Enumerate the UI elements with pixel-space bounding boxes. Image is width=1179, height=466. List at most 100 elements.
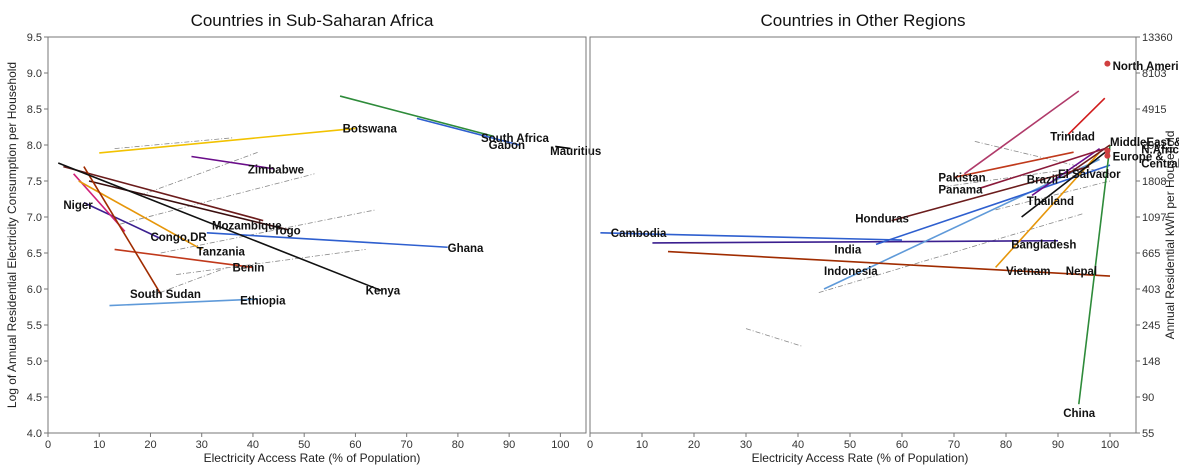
- series-line-ethiopia: [109, 298, 259, 307]
- point-middleeast-n-africa: [1104, 147, 1111, 154]
- x-tick-label: 70: [948, 439, 960, 451]
- left-x-axis-label: Electricity Access Rate (% of Population…: [204, 451, 421, 465]
- country-label: North America: [1113, 61, 1179, 73]
- left-y-axis-label: Log of Annual Residential Electricity Co…: [5, 62, 19, 408]
- left-chart-title: Countries in Sub-Saharan Africa: [191, 11, 434, 30]
- y-right-tick-label: 148: [1142, 356, 1160, 368]
- y-tick-label: 5.5: [27, 320, 42, 332]
- trend-guide-line: [114, 137, 233, 149]
- series-line-pakistan: [953, 151, 1074, 179]
- country-label: Honduras: [855, 213, 909, 225]
- series-line-trinidad: [963, 90, 1080, 175]
- series-line-china: [1078, 144, 1111, 405]
- country-label: Niger: [63, 200, 93, 212]
- y-tick-label: 6.5: [27, 248, 42, 260]
- x-tick-label: 80: [1000, 439, 1012, 451]
- y-right-tick-label: 1808: [1142, 176, 1166, 188]
- trend-guide-line: [140, 151, 259, 196]
- y-tick-label: 8.0: [27, 140, 42, 152]
- series-line-thailand: [1021, 147, 1111, 218]
- country-label: Central Asia: [1141, 159, 1179, 171]
- country-label: Benin: [232, 262, 264, 274]
- series-line-mozambique: [63, 165, 264, 222]
- series-line-nepal: [667, 250, 1111, 277]
- x-tick-label: 70: [401, 439, 413, 451]
- left-series: [57, 95, 571, 307]
- series-line-india: [652, 239, 1059, 244]
- country-label: Mauritius: [550, 146, 601, 158]
- country-label: Zimbabwe: [248, 164, 304, 176]
- country-label: El Salvador: [1058, 169, 1121, 181]
- x-tick-label: 90: [503, 439, 515, 451]
- country-label: Nepal: [1066, 266, 1097, 278]
- series-line-el-salvador: [1031, 147, 1101, 197]
- country-label: Tanzania: [197, 247, 246, 259]
- series-line-benin: [114, 248, 254, 269]
- y-tick-label: 8.5: [27, 104, 42, 116]
- x-tick-label: 10: [93, 439, 105, 451]
- right-chart-title: Countries in Other Regions: [760, 11, 965, 30]
- x-tick-label: 20: [144, 439, 156, 451]
- x-tick-label: 10: [636, 439, 648, 451]
- y-tick-label: 7.5: [27, 176, 42, 188]
- y-right-tick-label: 55: [1142, 428, 1154, 440]
- y-right-tick-label: 4915: [1142, 104, 1166, 116]
- country-label: Kenya: [366, 285, 401, 297]
- left-plot-frame: [47, 36, 587, 434]
- x-tick-label: 100: [551, 439, 569, 451]
- series-line-mauritius: [555, 145, 571, 150]
- right-ticks: 0 10 20 30 40 50 60 70 80 90 100 55 90 148 245 403 665 10…: [587, 32, 1173, 451]
- country-label: Gabon: [489, 140, 525, 152]
- trend-guide-line: [745, 328, 804, 347]
- trend-guide-line: [160, 209, 377, 254]
- country-label: N.Africa: [1141, 144, 1179, 156]
- x-tick-label: 80: [452, 439, 464, 451]
- country-label: China: [1063, 408, 1096, 420]
- series-line-gabon: [339, 95, 494, 138]
- x-tick-label: 60: [896, 439, 908, 451]
- x-tick-label: 50: [844, 439, 856, 451]
- y-right-tick-label: 13360: [1142, 32, 1173, 44]
- trend-guide-line: [150, 267, 228, 297]
- country-label: Ethiopia: [240, 296, 286, 308]
- series-line-middleeast-n-africa: [1067, 97, 1106, 135]
- x-tick-label: 60: [349, 439, 361, 451]
- country-label: Mozambique: [212, 221, 282, 233]
- series-line-south-africa: [416, 117, 520, 146]
- series-line-panama: [979, 147, 1106, 189]
- series-line-cambodia: [600, 232, 903, 241]
- x-tick-label: 30: [196, 439, 208, 451]
- series-line-botswana: [99, 127, 356, 154]
- y-right-tick-label: 90: [1142, 392, 1154, 404]
- country-label: Trinidad: [1050, 131, 1095, 143]
- series-line-south-sudan: [83, 166, 162, 295]
- country-label: Cambodia: [611, 228, 667, 240]
- series-line-niger: [83, 201, 162, 240]
- y-right-tick-label: 245: [1142, 320, 1160, 332]
- trend-guide-line: [974, 141, 1111, 175]
- y-right-tick-label: 1097: [1142, 212, 1166, 224]
- y-right-tick-label: 2981: [1142, 140, 1166, 152]
- x-tick-label: 20: [688, 439, 700, 451]
- country-label: Ghana: [448, 243, 484, 255]
- series-line-brazil: [1062, 144, 1111, 179]
- right-panel-other-regions: Countries in Other Regions Electricity A…: [587, 11, 1179, 465]
- series-line-ghana: [206, 232, 448, 249]
- country-label: Botswana: [343, 123, 398, 135]
- y-tick-label: 9.5: [27, 32, 42, 44]
- x-tick-label: 40: [247, 439, 259, 451]
- x-tick-label: 0: [45, 439, 51, 451]
- series-line-vietnam: [995, 151, 1101, 268]
- right-series: [600, 60, 1111, 405]
- country-label: South Africa: [481, 133, 550, 145]
- country-label: South Sudan: [130, 289, 201, 301]
- trend-guide-line: [818, 213, 1085, 293]
- y-right-tick-label: 403: [1142, 284, 1160, 296]
- country-label: Pakistan: [938, 172, 985, 184]
- right-x-axis-label: Electricity Access Rate (% of Population…: [752, 451, 969, 465]
- right-plot-frame: [589, 36, 1137, 434]
- country-label: Europe &: [1113, 152, 1164, 164]
- right-y-axis-label: Annual Residential kWh per Household: [1163, 131, 1177, 340]
- point-north-america: [1104, 60, 1111, 67]
